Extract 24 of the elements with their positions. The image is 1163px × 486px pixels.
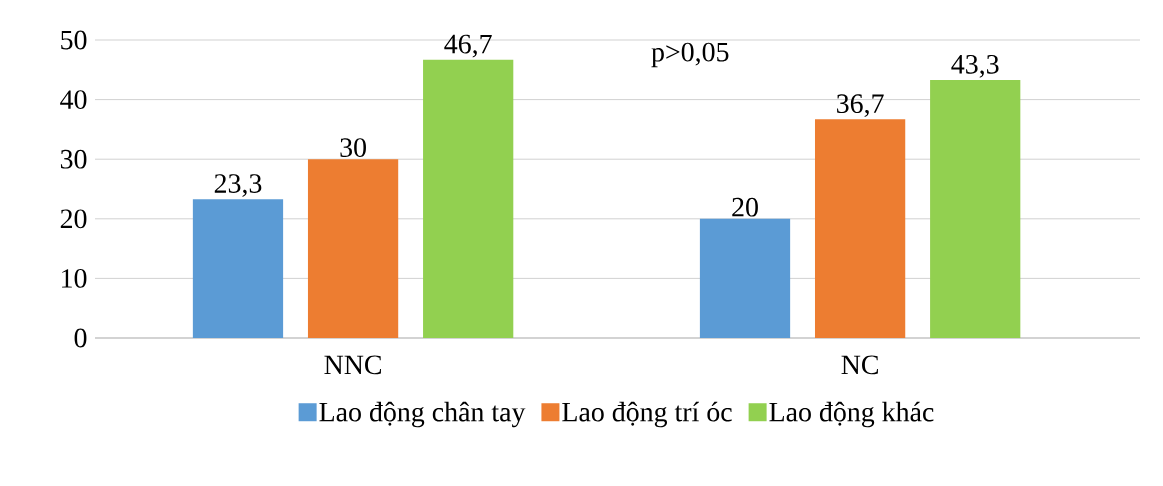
legend-label: Lao động trí óc — [562, 401, 732, 428]
data-label: 43,3 — [951, 54, 999, 78]
bar — [423, 59, 514, 338]
bar — [192, 199, 284, 338]
bar — [814, 119, 906, 338]
data-label: 20 — [732, 197, 758, 217]
data-label: 46,7 — [444, 34, 492, 58]
annotation: p>0,05 — [651, 42, 729, 68]
x-tick-label: NC — [841, 355, 878, 375]
data-label: 36,7 — [837, 94, 884, 118]
data-label: 30 — [340, 138, 366, 157]
y-tick-label: 20 — [60, 209, 87, 229]
x-tick-label: NNC — [324, 355, 381, 375]
bar — [699, 218, 791, 338]
bar — [930, 79, 1021, 338]
y-tick-label: 0 — [74, 328, 87, 348]
y-tick-label: 50 — [61, 30, 87, 50]
y-tick-label: 40 — [60, 90, 87, 110]
data-label: 23,3 — [214, 174, 262, 197]
legend-label: Lao động khác — [769, 401, 934, 428]
legend-label: Lao động chân tay — [319, 401, 526, 428]
bar — [307, 159, 399, 338]
y-tick-label: 10 — [62, 268, 87, 288]
y-tick-label: 30 — [60, 149, 87, 169]
